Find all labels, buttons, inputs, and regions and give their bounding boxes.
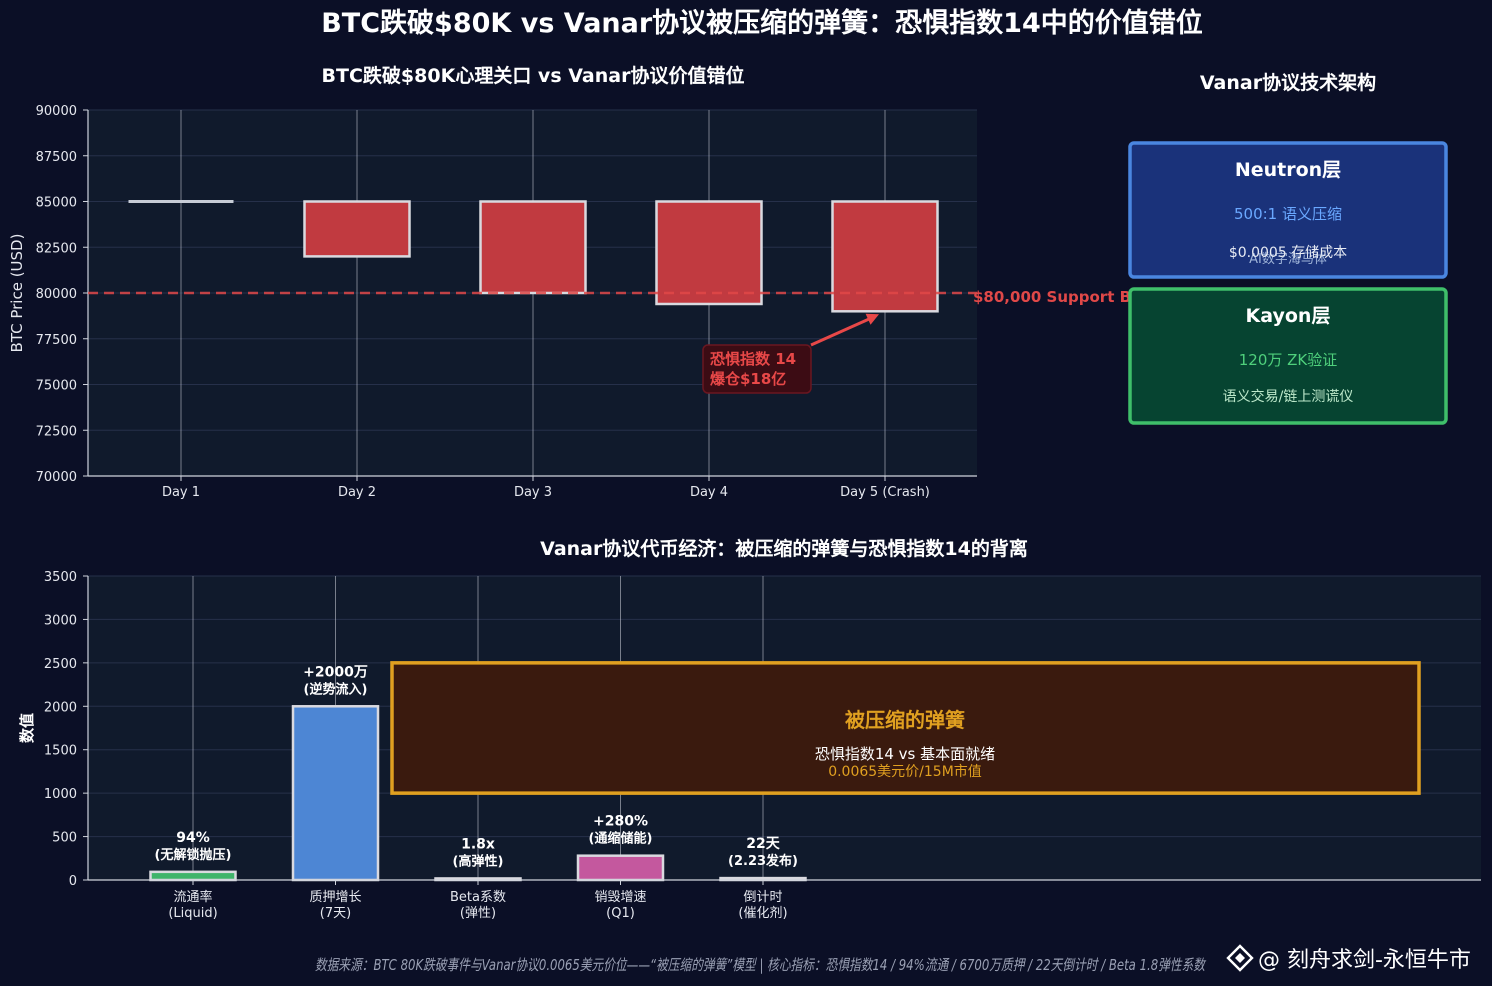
btc-y-tick-label: 72500 xyxy=(36,424,77,439)
btc-bar xyxy=(479,200,587,295)
kayon-layer-box xyxy=(1128,287,1448,425)
tok-bar xyxy=(291,705,380,882)
btc-bar xyxy=(303,200,411,258)
tokenomics-chart-title: Vanar协议代币经济：被压缩的弹簧与恐惧指数14的背离 xyxy=(540,537,1028,560)
kayon-layer-name: Kayon层 xyxy=(1246,305,1331,327)
btc-x-tick-label: Day 2 xyxy=(338,485,376,500)
tok-x-tick-label: 销毁增速 xyxy=(594,890,646,905)
btc-bar xyxy=(831,200,939,313)
btc-y-tick-label: 90000 xyxy=(36,104,77,119)
annotation-text: 爆仓$18亿 xyxy=(710,370,786,388)
tok-bar-label: 22天 xyxy=(746,836,780,852)
btc-y-tick-label: 70000 xyxy=(36,470,77,485)
architecture-panel: Vanar协议技术架构 Neutron层 500:1 语义压缩 AI数字海马体 … xyxy=(1128,71,1448,425)
tok-bar-sublabel: (高弹性) xyxy=(453,853,504,869)
footer-note: 数据来源：BTC 80K跌破事件与Vanar协议0.0065美元价位——“被压缩… xyxy=(315,956,1207,974)
tok-y-tick-label: 3500 xyxy=(44,570,77,585)
btc-chart-title: BTC跌破$80K心理关口 vs Vanar协议价值错位 xyxy=(322,64,745,87)
annotation-box xyxy=(702,344,812,394)
btc-y-axis-label: BTC Price (USD) xyxy=(8,234,26,353)
tokenomics-chart: Vanar协议代币经济：被压缩的弹簧与恐惧指数14的背离 0 500 1000 150… xyxy=(18,537,1481,921)
tok-y-tick-label: 1000 xyxy=(44,787,77,802)
neutron-layer-box xyxy=(1128,141,1448,279)
btc-y-tick-label: 77500 xyxy=(36,333,77,348)
tok-y-tick-label: 0 xyxy=(69,874,77,889)
tok-y-tick-label: 3000 xyxy=(44,613,77,628)
tok-bar-sublabel: (通缩储能) xyxy=(589,831,653,847)
neutron-layer-line2: AI数字海马体 xyxy=(1249,252,1327,267)
btc-y-tick-label: 80000 xyxy=(36,287,77,302)
btc-y-tick-label: 85000 xyxy=(36,196,77,211)
spring-callout-box xyxy=(390,661,1421,795)
tok-y-tick-label: 2500 xyxy=(44,657,77,672)
btc-y-tick-label: 87500 xyxy=(36,150,77,165)
tok-x-tick-label: 倒计时 xyxy=(743,890,782,905)
tok-bar-label: +2000万 xyxy=(303,664,368,680)
btc-x-tick-label: Day 1 xyxy=(162,485,200,500)
tok-x-tick-label: 流通率 xyxy=(173,889,212,905)
neutron-layer-line1: $0.0005 存储成本 xyxy=(1229,245,1347,261)
annotation-arrow xyxy=(810,315,874,347)
tok-x-tick-label: Beta系数 xyxy=(450,890,506,905)
tok-y-tick-label: 2000 xyxy=(44,700,77,715)
neutron-layer-name: Neutron层 xyxy=(1235,159,1341,181)
btc-x-tick-label: Day 5 (Crash) xyxy=(840,485,930,500)
brand-handle: @ 刻舟求剑-永恒牛市 xyxy=(1258,948,1471,973)
tok-x-tick-sublabel: (7天) xyxy=(320,906,351,921)
brand-logo-icon xyxy=(1226,944,1254,972)
support-line-label: $80,000 Support Broken xyxy=(973,288,1179,306)
architecture-title: Vanar协议技术架构 xyxy=(1200,71,1376,94)
spring-callout-title: 被压缩的弹簧 xyxy=(845,708,965,732)
tok-x-tick-label: 质押增长 xyxy=(309,890,361,905)
spring-callout-line1: 恐惧指数14 vs 基本面就绪 xyxy=(815,745,995,763)
tok-y-tick-label: 1500 xyxy=(44,744,77,759)
kayon-layer-line1: 语义交易/链上测谎仪 xyxy=(1223,388,1354,405)
tok-bar-label: +280% xyxy=(593,814,648,830)
tok-bar-label: 1.8x xyxy=(461,836,495,852)
tok-y-tick-label: 500 xyxy=(52,831,77,846)
tok-x-tick-sublabel: (催化剂) xyxy=(738,906,787,921)
neutron-layer-metric: 500:1 语义压缩 xyxy=(1234,205,1342,223)
kayon-layer-metric: 120万 ZK验证 xyxy=(1239,351,1338,369)
tokenomics-y-axis-label: 数值 xyxy=(18,713,36,743)
tok-x-tick-sublabel: (弹性) xyxy=(460,906,496,921)
tok-bar-sublabel: (逆势流入) xyxy=(304,681,368,697)
btc-y-tick-label: 75000 xyxy=(36,379,77,394)
spring-callout-line2: 0.0065美元价/15M市值 xyxy=(828,763,982,780)
tok-x-tick-sublabel: (Q1) xyxy=(606,906,635,921)
tok-bar-label: 94% xyxy=(176,830,210,846)
btc-y-tick-label: 82500 xyxy=(36,241,77,256)
tok-bar-sublabel: (无解锁抛压) xyxy=(155,847,232,863)
btc-x-tick-label: Day 3 xyxy=(514,485,552,500)
btc-bar xyxy=(655,200,763,306)
tok-bar xyxy=(149,870,237,882)
annotation-arrow-head xyxy=(865,313,879,325)
btc-x-tick-label: Day 4 xyxy=(690,485,728,500)
figure-title: BTC跌破$80K vs Vanar协议被压缩的弹簧：恐惧指数14中的价值错位 xyxy=(321,7,1203,39)
annotation-text: 恐惧指数 14 xyxy=(710,350,796,368)
tok-x-tick-sublabel: (Liquid) xyxy=(168,906,217,921)
btc-chart: BTC跌破$80K心理关口 vs Vanar协议价值错位 70000 72500 7… xyxy=(8,64,1179,500)
tok-bar xyxy=(576,854,665,882)
tok-bar-sublabel: (2.23发布) xyxy=(728,853,798,869)
